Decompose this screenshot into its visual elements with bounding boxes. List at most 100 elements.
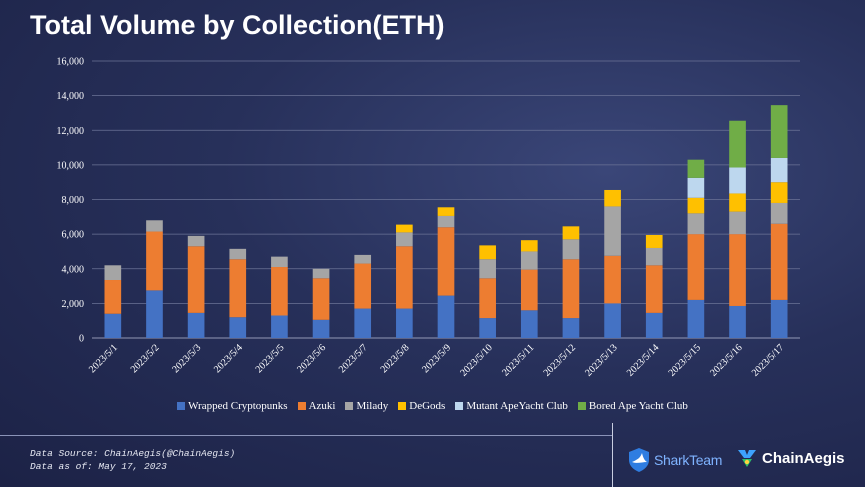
bar-segment-milady [187,235,205,247]
bar-segment-milady [437,215,455,228]
legend-swatch [398,402,407,410]
y-tick-label: 8,000 [62,195,85,206]
x-tick-label: 2023/5/11 [500,342,536,378]
bar-segment-wrapped-cryptopunks [770,299,788,338]
bar-segment-wrapped-cryptopunks [104,313,122,338]
bar-segment-milady [479,259,496,279]
bar-segment-azuki [604,255,621,304]
y-tick-label: 6,000 [62,230,85,241]
x-tick-label: 2023/5/9 [420,342,453,375]
bar-segment-azuki [520,269,538,311]
bar-segment-azuki [687,234,705,300]
bar-segment-degods [770,182,788,203]
bar-segment-milady [396,232,413,247]
legend-label: Milady [356,400,389,412]
x-tick-label: 2023/5/6 [295,342,328,375]
bar-segment-azuki [437,227,455,296]
legend-item: Milady [345,400,388,412]
y-tick-label: 0 [79,334,84,345]
bar-segment-azuki [271,267,288,316]
bar-segment-wrapped-cryptopunks [645,312,663,338]
bar-segment-wrapped-cryptopunks [229,317,247,338]
x-tick-label: 2023/5/10 [458,342,494,378]
legend-item: DeGods [398,400,445,412]
legend-item: Mutant ApeYacht Club [455,400,568,412]
x-tick-label: 2023/5/13 [583,342,619,378]
legend-label: Mutant ApeYacht Club [466,400,568,412]
bar-segment-wrapped-cryptopunks [354,308,372,338]
bar-segment-mutant-apeyacht-club [687,177,705,198]
bar-segment-wrapped-cryptopunks [604,303,621,338]
bar-segment-milady [312,268,330,279]
bar-segment-degods [396,224,413,233]
x-tick-label: 2023/5/7 [337,342,370,375]
chainaegis-mark-icon [738,450,756,467]
logo-divider [612,423,613,487]
legend-swatch [455,402,464,410]
bar-segment-azuki [729,234,746,306]
x-tick-label: 2023/5/15 [667,342,703,378]
bar-segment-wrapped-cryptopunks [520,310,538,338]
x-tick-label: 2023/5/2 [129,342,162,375]
legend-swatch [297,402,306,410]
legend-label: Azuki [308,400,336,412]
bar-segment-wrapped-cryptopunks [146,290,163,338]
bar-segment-milady [604,206,621,256]
bar-segment-azuki [146,231,163,291]
bar-segment-azuki [354,263,372,309]
bar-segment-milady [354,254,372,264]
y-tick-label: 12,000 [57,126,85,137]
bar-segment-azuki [104,280,122,314]
bar-segment-wrapped-cryptopunks [312,319,330,338]
footer-divider [0,435,612,436]
data-asof-line: Data as of: May 17, 2023 [30,461,167,472]
y-tick-label: 2,000 [62,299,85,310]
bar-segment-bored-ape-yacht-club [729,120,746,168]
data-source-line: Data Source: ChainAegis(@ChainAegis) [30,448,236,459]
x-tick-label: 2023/5/12 [542,342,578,378]
bar-segment-degods [562,226,580,240]
y-tick-label: 16,000 [57,57,85,68]
bar-segment-wrapped-cryptopunks [687,299,705,338]
bar-segment-milady [729,211,746,235]
bar-segment-milady [271,256,288,268]
chainaegis-logo-text: ChainAegis [762,449,845,467]
bar-segment-degods [729,193,746,212]
bar-segment-milady [687,213,705,235]
bar-segment-wrapped-cryptopunks [271,315,288,338]
stacked-bar-chart: 0 2,000 4,000 6,000 8,000 10,000 12,000 14,000 1… [57,57,800,378]
bar-segment-bored-ape-yacht-club [770,105,788,158]
legend-swatch [177,402,186,410]
legend-label: Wrapped Cryptopunks [188,400,288,412]
x-tick-label: 2023/5/16 [708,342,744,378]
y-tick-label: 14,000 [57,91,85,102]
bar-segment-wrapped-cryptopunks [562,318,580,338]
bar-segment-wrapped-cryptopunks [479,318,496,338]
legend-item: Azuki [297,400,336,412]
legend-label: DeGods [409,400,446,412]
x-tick-label: 2023/5/3 [170,342,203,375]
bar-segment-mutant-apeyacht-club [770,157,788,183]
data-source-note: Data Source: ChainAegis(@ChainAegis) Dat… [30,447,235,473]
chainaegis-logo: ChainAegis [736,447,845,469]
chart-title: Total Volume by Collection(ETH) [30,10,445,40]
bar-segment-milady [770,202,788,224]
bar-segment-azuki [770,223,788,300]
bar-segment-degods [437,207,455,216]
bar-segment-azuki [479,278,496,319]
x-tick-label: 2023/5/5 [254,342,287,375]
bar-segment-milady [520,251,538,270]
bar-segment-bored-ape-yacht-club [687,159,705,178]
bar-segment-milady [229,248,247,260]
shark-shield-icon [629,448,649,472]
sharkteam-logo: SharkTeam [627,447,722,473]
legend-swatch [577,402,586,410]
legend-label: Bored Ape Yacht Club [588,400,688,412]
x-tick-label: 2023/5/14 [625,342,661,378]
bar-segment-mutant-apeyacht-club [729,167,746,194]
y-tick-label: 10,000 [57,160,85,171]
bar-segment-milady [562,239,580,260]
bar-segment-degods [520,240,538,252]
x-tick-label: 2023/5/4 [212,342,245,375]
bar-segment-wrapped-cryptopunks [396,308,413,338]
